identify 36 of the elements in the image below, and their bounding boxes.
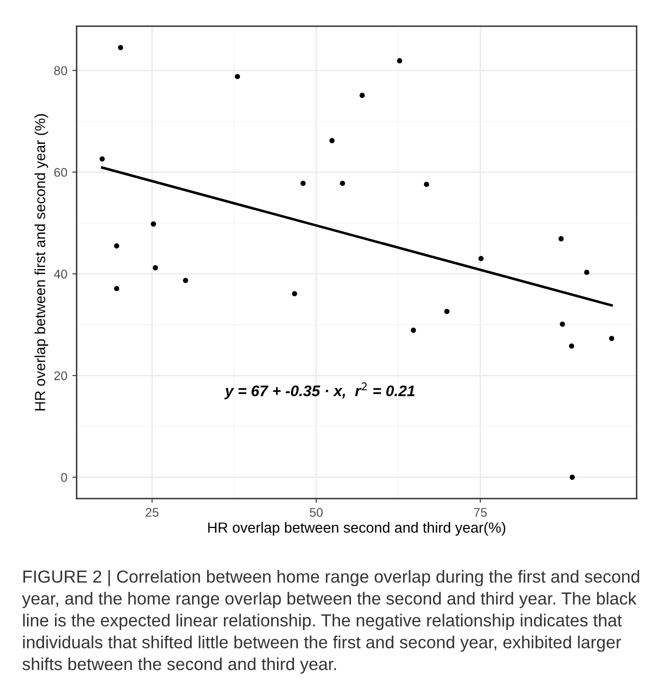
point xyxy=(558,236,564,242)
point xyxy=(118,44,124,50)
point xyxy=(300,180,306,186)
point xyxy=(569,343,574,349)
point xyxy=(100,156,105,162)
point xyxy=(360,92,365,98)
point xyxy=(152,265,158,270)
point xyxy=(560,322,566,327)
point xyxy=(478,256,484,262)
point xyxy=(609,336,614,342)
x-tick-label: 25 xyxy=(146,508,159,517)
y-axis-title: HR overlap between first and second year (%) xyxy=(34,114,48,410)
point xyxy=(182,278,188,284)
annotation: y = 67 + -0.35 · x, r$^{2}$ = 0.21 xyxy=(224,382,415,400)
y-tick-label: 0 xyxy=(61,473,68,482)
x-axis-title: HR overlap between second and third year(%) xyxy=(208,522,506,536)
x-tick-label: 75 xyxy=(474,508,487,517)
point xyxy=(424,182,430,187)
y-tick-label: 40 xyxy=(54,270,68,278)
point xyxy=(114,286,120,292)
y-tick-label: 20 xyxy=(54,371,68,380)
point xyxy=(410,328,416,333)
point xyxy=(570,474,575,480)
point xyxy=(234,74,240,80)
point xyxy=(292,291,298,296)
y-tick-label: 60 xyxy=(54,168,68,177)
point xyxy=(114,243,120,248)
caption: FIGURE 2 | Correlation between home range overlap during the first and second year, and the home range overlap between the second and third year. The black line is the expected linear relationship. The negative relationship indicates that individuals that shifted little between the first and second year, exhibited larger shifts between the second and third year. xyxy=(22,570,640,674)
y-tick-label: 80 xyxy=(54,66,68,76)
point xyxy=(444,308,450,314)
point xyxy=(150,221,156,227)
point xyxy=(584,270,590,275)
point xyxy=(329,138,335,144)
point xyxy=(340,180,346,186)
x-tick-label: 50 xyxy=(310,508,323,517)
point xyxy=(397,58,402,64)
